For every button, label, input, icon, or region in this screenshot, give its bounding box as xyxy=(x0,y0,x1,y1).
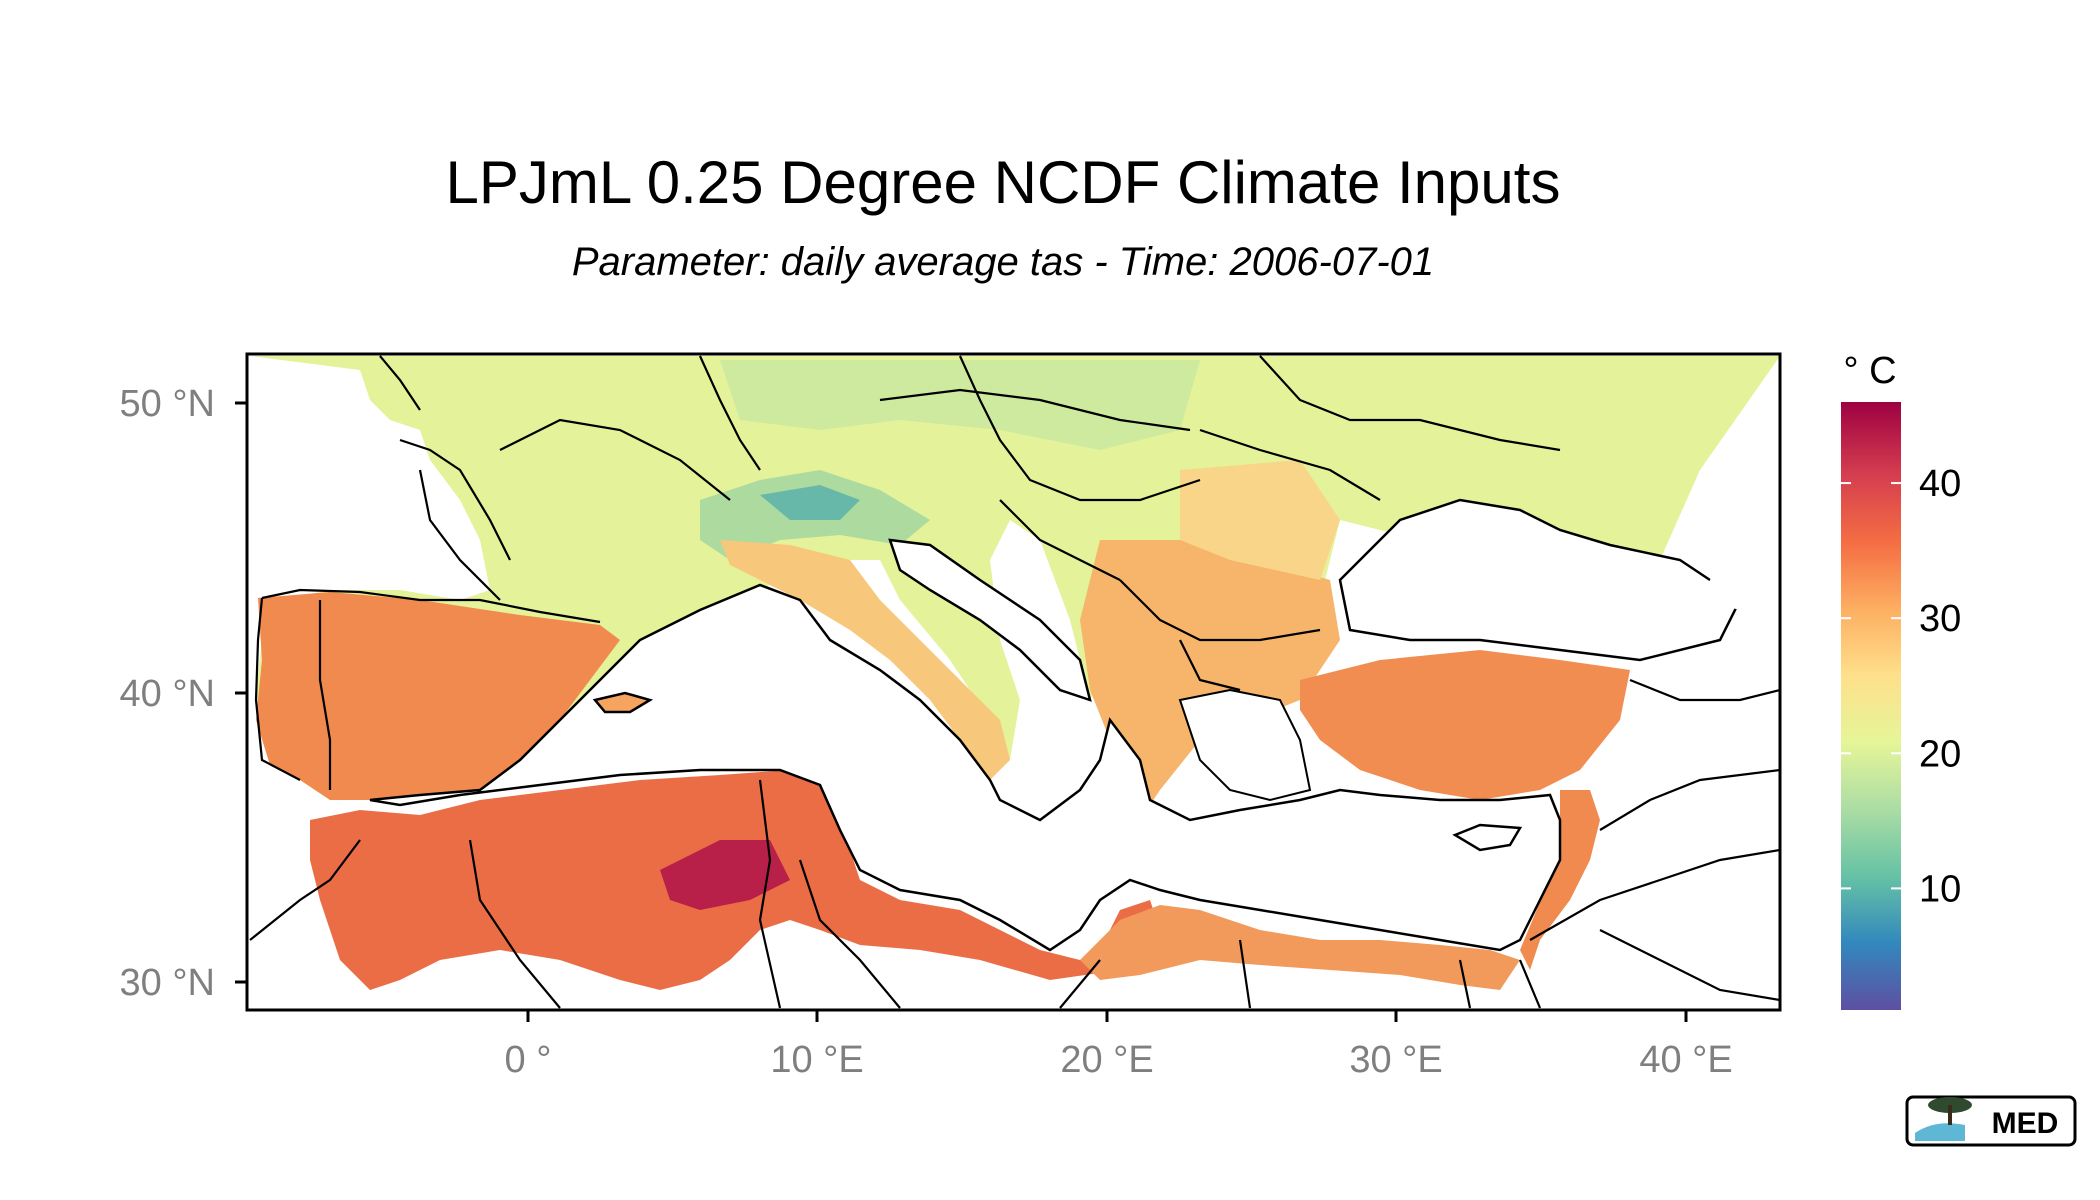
saharan-hotspot xyxy=(660,840,790,910)
x-tick-label: 30 °E xyxy=(1349,1039,1442,1081)
map-title: LPJmL 0.25 Degree NCDF Climate Inputs xyxy=(445,149,1561,216)
legend-tick-label: 30 xyxy=(1919,598,1961,640)
legend-tick-label: 20 xyxy=(1919,733,1961,775)
coastlines xyxy=(254,355,1542,1009)
x-tick-label: 10 °E xyxy=(770,1039,863,1081)
map-subtitle: Parameter: daily average tas - Time: 200… xyxy=(571,240,1435,284)
legend-tick-label: 10 xyxy=(1919,868,1961,910)
romania-region xyxy=(1180,460,1340,580)
map-frame xyxy=(245,352,1782,1012)
iberia-region xyxy=(256,592,620,800)
x-tick-label: 40 °E xyxy=(1639,1039,1732,1081)
x-tick-label: 0 ° xyxy=(505,1039,552,1081)
balearic-islands xyxy=(592,691,654,714)
levant-region xyxy=(1520,790,1600,970)
legend-tick-label: 40 xyxy=(1919,463,1961,505)
legend-colorbar xyxy=(1841,402,1901,1010)
logo-text: MED xyxy=(1992,1107,2059,1140)
map-panel xyxy=(247,354,1780,1010)
europe-region xyxy=(250,356,1780,800)
x-axis: 0 ° 10 °E 20 °E 30 °E 40 °E xyxy=(505,1010,1733,1081)
country-borders xyxy=(249,355,1780,1009)
y-tick-label: 40 °N xyxy=(120,673,215,715)
central-europe-cool xyxy=(720,360,1200,450)
anatolia-region xyxy=(1300,650,1630,800)
y-axis: 50 °N 40 °N 30 °N xyxy=(120,383,247,1004)
cyprus-island xyxy=(1452,823,1523,852)
adriatic-sea xyxy=(888,538,1092,702)
legend-title: ° C xyxy=(1843,350,1896,392)
alps-core xyxy=(760,485,860,520)
omed-logo: MED xyxy=(1905,1095,2077,1147)
x-tick-label: 20 °E xyxy=(1060,1039,1153,1081)
y-tick-label: 30 °N xyxy=(120,962,215,1004)
mediterranean-sea xyxy=(369,583,1562,952)
y-tick-label: 50 °N xyxy=(120,383,215,425)
aegean-sea xyxy=(1178,688,1312,802)
italy-region xyxy=(720,540,1010,780)
no-data-area xyxy=(1700,356,1780,620)
balkans-region xyxy=(1080,540,1340,820)
color-legend: ° C 10 20 30 40 xyxy=(1841,350,1961,1010)
libya-coast xyxy=(1080,905,1520,990)
